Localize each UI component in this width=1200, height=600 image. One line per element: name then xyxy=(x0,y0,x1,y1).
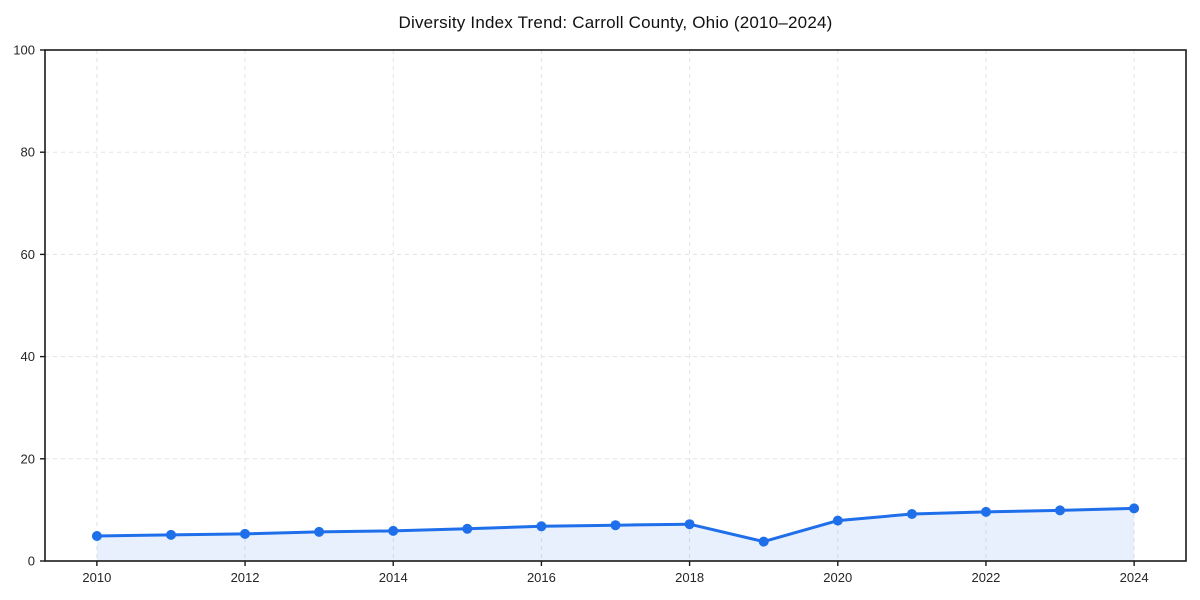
data-point-2012 xyxy=(240,528,250,539)
data-point-2013 xyxy=(314,526,325,537)
x-axis: 2010 2012 2014 2016 2018 2020 2022 2024 xyxy=(82,561,1149,585)
x-tick-label: 2018 xyxy=(675,570,704,585)
y-tick-label: 60 xyxy=(21,247,35,262)
y-tick-label: 20 xyxy=(21,451,35,466)
data-point-2021 xyxy=(906,509,917,519)
y-axis: 0 20 40 60 80 100 xyxy=(13,43,45,569)
grid xyxy=(45,49,1186,562)
x-tick-label: 2010 xyxy=(82,570,111,585)
data-point-2018 xyxy=(684,519,695,530)
data-point-2020 xyxy=(832,515,843,526)
x-tick-label: 2024 xyxy=(1120,570,1149,585)
y-tick-label: 80 xyxy=(21,145,35,160)
data-point-2015 xyxy=(462,523,473,534)
data-point-2019 xyxy=(758,536,769,547)
x-tick-label: 2020 xyxy=(823,570,852,585)
y-tick-label: 0 xyxy=(28,554,35,569)
data-point-2017 xyxy=(610,520,621,531)
x-tick-label: 2012 xyxy=(231,570,260,585)
x-tick-label: 2016 xyxy=(527,570,556,585)
data-point-2010 xyxy=(91,531,102,541)
data-point-2016 xyxy=(536,521,547,532)
y-tick-label: 100 xyxy=(13,43,35,58)
data-point-2014 xyxy=(388,525,399,536)
area-fill xyxy=(96,508,1135,561)
data-point-2023 xyxy=(1055,505,1065,516)
chart-title: Diversity Index Trend: Carroll County, O… xyxy=(398,13,833,32)
data-point-2024 xyxy=(1129,503,1140,514)
data-point-2022 xyxy=(981,506,991,517)
y-tick-label: 40 xyxy=(21,349,35,364)
data-points xyxy=(91,503,1140,547)
data-point-2011 xyxy=(166,529,176,540)
plot-frame xyxy=(44,49,1187,562)
x-tick-label: 2022 xyxy=(971,570,1000,585)
x-tick-label: 2014 xyxy=(379,570,408,585)
